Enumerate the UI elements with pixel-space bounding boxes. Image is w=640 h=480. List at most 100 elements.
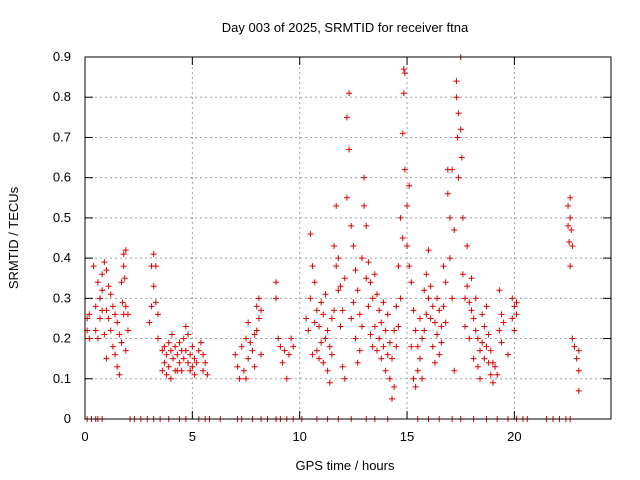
data-point	[575, 347, 582, 354]
data-point	[343, 114, 350, 121]
plot-frame	[84, 56, 612, 420]
data-point	[406, 263, 413, 270]
data-point	[408, 343, 415, 350]
data-point	[477, 347, 484, 354]
data-point	[373, 347, 380, 354]
data-point	[462, 295, 469, 302]
data-point	[479, 311, 486, 318]
data-point	[416, 315, 423, 322]
data-point	[468, 307, 475, 314]
data-point	[378, 355, 385, 362]
data-point	[255, 295, 262, 302]
data-point	[438, 323, 445, 330]
data-point	[425, 295, 432, 302]
data-point	[124, 327, 131, 334]
data-point	[311, 279, 318, 286]
data-point	[281, 347, 288, 354]
data-point	[391, 327, 398, 334]
data-point	[444, 190, 451, 197]
data-point	[245, 319, 252, 326]
data-point	[339, 363, 346, 370]
data-point	[309, 263, 316, 270]
data-point	[322, 291, 329, 298]
data-point	[361, 202, 368, 209]
data-point	[391, 383, 398, 390]
data-point	[343, 194, 350, 201]
data-point	[331, 307, 338, 314]
data-point	[371, 323, 378, 330]
data-point	[363, 222, 370, 229]
data-point	[109, 303, 116, 310]
data-point	[376, 307, 383, 314]
data-point	[253, 303, 260, 310]
data-point	[247, 339, 254, 346]
y-axis-label: SRMTID / TECUs	[6, 186, 21, 289]
data-point	[489, 359, 496, 366]
data-point	[393, 303, 400, 310]
data-point	[112, 311, 119, 318]
data-point	[400, 90, 407, 97]
data-point	[333, 263, 340, 270]
data-point	[168, 331, 175, 338]
data-point	[487, 371, 494, 378]
data-point	[251, 331, 258, 338]
data-point	[354, 359, 361, 366]
data-point	[421, 287, 428, 294]
data-point	[243, 375, 250, 382]
data-point	[431, 319, 438, 326]
data-point	[101, 259, 108, 266]
data-point	[176, 359, 183, 366]
data-point	[152, 263, 159, 270]
y-tick-label: 0.3	[53, 290, 71, 305]
data-point	[97, 315, 104, 322]
data-point	[92, 327, 99, 334]
data-point	[412, 327, 419, 334]
data-point	[331, 243, 338, 250]
data-point	[567, 194, 574, 201]
data-point	[180, 335, 187, 342]
data-point	[566, 239, 573, 246]
data-point	[451, 367, 458, 374]
data-point	[449, 166, 456, 173]
data-point	[322, 335, 329, 342]
data-point	[161, 359, 168, 366]
data-point	[434, 295, 441, 302]
data-point	[477, 375, 484, 382]
data-point	[565, 222, 572, 229]
data-point	[316, 323, 323, 330]
data-point	[363, 275, 370, 282]
data-point	[318, 299, 325, 306]
data-point	[459, 271, 466, 278]
y-tick-label: 0.6	[53, 170, 71, 185]
data-point	[337, 323, 344, 330]
data-point	[187, 351, 194, 358]
data-point	[172, 343, 179, 350]
data-point	[513, 299, 520, 306]
data-point	[150, 251, 157, 258]
x-tick-label: 20	[507, 429, 521, 444]
data-point	[191, 355, 198, 362]
data-point	[320, 359, 327, 366]
data-point	[404, 202, 411, 209]
y-tick-label: 0.2	[53, 331, 71, 346]
data-point	[457, 126, 464, 133]
data-point	[348, 222, 355, 229]
data-point	[107, 291, 114, 298]
data-point	[275, 335, 282, 342]
data-point	[109, 343, 116, 350]
data-point	[285, 351, 292, 358]
data-point	[404, 243, 411, 250]
data-point	[384, 351, 391, 358]
data-point	[86, 335, 93, 342]
data-point	[567, 263, 574, 270]
data-point	[436, 307, 443, 314]
data-point	[442, 279, 449, 286]
data-point	[464, 243, 471, 250]
data-point	[397, 295, 404, 302]
x-tick-label: 15	[400, 429, 414, 444]
data-point	[335, 255, 342, 262]
data-point	[283, 375, 290, 382]
data-point	[288, 335, 295, 342]
data-point	[511, 303, 518, 310]
data-point	[122, 303, 129, 310]
